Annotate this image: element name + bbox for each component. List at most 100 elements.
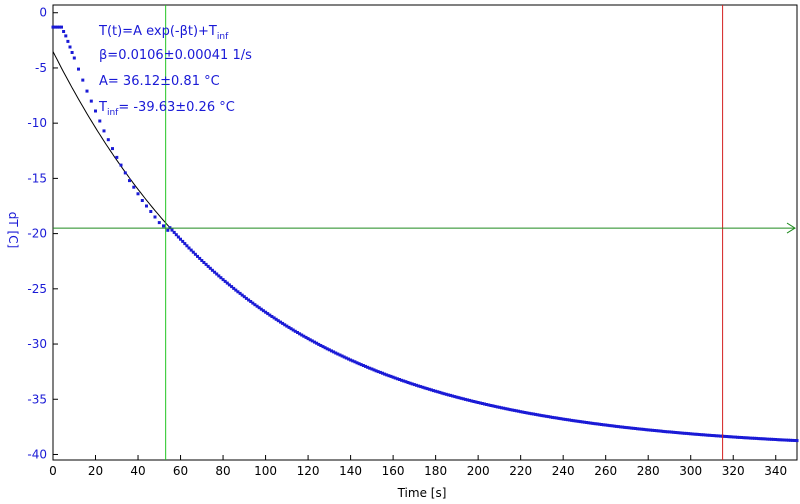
data-point: [196, 254, 199, 258]
data-point: [313, 340, 316, 344]
data-point: [657, 429, 661, 433]
data-point: [623, 425, 627, 429]
data-point: [463, 397, 467, 401]
data-point: [495, 405, 499, 409]
annotation-tinf-main: = -39.63±0.26 °C: [118, 100, 234, 115]
data-point: [512, 408, 516, 412]
data-point: [608, 424, 612, 428]
x-tick-label: 280: [637, 464, 660, 478]
data-point: [510, 408, 514, 412]
data-point: [517, 409, 520, 413]
data-point: [123, 171, 127, 175]
data-point: [680, 431, 684, 435]
data-point: [606, 423, 610, 427]
data-point: [219, 276, 223, 280]
data-point: [296, 331, 299, 334]
data-point: [702, 433, 705, 437]
data-point: [487, 403, 491, 407]
data-point: [589, 421, 593, 425]
data-point: [317, 342, 321, 346]
data-point: [642, 427, 646, 431]
data-point: [480, 402, 484, 405]
data-point: [251, 301, 255, 305]
data-point: [166, 228, 170, 232]
data-point: [676, 431, 680, 435]
data-point: [704, 433, 708, 437]
data-point: [198, 256, 202, 260]
annotation-model-main: T(t)=A exp(-βt)+T: [98, 24, 217, 39]
data-point: [729, 435, 733, 439]
data-point: [281, 321, 285, 325]
data-point: [787, 438, 790, 442]
data-point: [621, 425, 625, 429]
data-point: [174, 233, 178, 237]
data-point: [213, 270, 217, 274]
data-point: [315, 341, 319, 345]
data-point: [763, 437, 767, 441]
data-point: [223, 279, 227, 283]
data-point: [719, 434, 722, 438]
data-point: [408, 381, 412, 385]
data-point: [89, 99, 93, 103]
data-point: [383, 372, 387, 376]
data-point: [689, 432, 693, 436]
data-point: [62, 30, 66, 33]
data-point: [170, 228, 174, 232]
data-point: [753, 436, 756, 440]
data-point: [374, 369, 378, 373]
data-point: [655, 429, 659, 433]
data-point: [472, 400, 476, 403]
data-point: [240, 293, 244, 297]
data-point: [395, 377, 399, 381]
data-point: [330, 349, 333, 353]
data-point: [557, 416, 561, 420]
data-point: [446, 393, 450, 397]
y-tick-label: -40: [27, 447, 47, 461]
data-point: [355, 361, 359, 365]
data-point: [247, 298, 251, 302]
data-point: [651, 428, 654, 432]
annotation-tinf-pre: T: [98, 100, 107, 115]
data-point: [444, 392, 448, 396]
data-point: [115, 155, 119, 159]
data-point: [217, 274, 221, 278]
data-point: [153, 215, 157, 219]
data-point: [559, 417, 563, 421]
data-point: [70, 51, 74, 54]
data-point: [476, 401, 480, 404]
data-point: [744, 436, 748, 440]
data-point: [230, 285, 234, 289]
data-point: [389, 374, 393, 378]
data-point: [419, 385, 423, 389]
data-point: [191, 250, 195, 254]
data-point: [455, 395, 459, 399]
data-point: [68, 45, 72, 49]
data-point: [145, 204, 148, 208]
data-point: [625, 426, 629, 430]
data-point: [540, 414, 544, 418]
data-point: [244, 296, 248, 300]
data-point: [585, 421, 589, 424]
x-tick-label: 140: [339, 464, 362, 478]
data-point: [468, 398, 472, 402]
data-point: [740, 436, 744, 439]
data-point: [51, 25, 55, 29]
data-point: [595, 422, 599, 426]
x-tick-label: 60: [173, 464, 188, 478]
data-point: [268, 313, 272, 317]
data-point: [536, 413, 540, 417]
data-point: [627, 426, 631, 430]
y-tick-label: -30: [27, 337, 47, 351]
annotation-model: T(t)=A exp(-βt)+Tinf: [98, 24, 229, 42]
data-point: [565, 418, 569, 422]
data-point: [610, 424, 614, 428]
data-point: [202, 261, 206, 264]
data-point: [162, 224, 165, 228]
data-point: [415, 383, 418, 387]
data-point: [485, 403, 489, 406]
data-point: [272, 316, 276, 320]
data-point: [714, 434, 718, 438]
data-point: [670, 430, 674, 434]
data-point: [440, 391, 444, 395]
